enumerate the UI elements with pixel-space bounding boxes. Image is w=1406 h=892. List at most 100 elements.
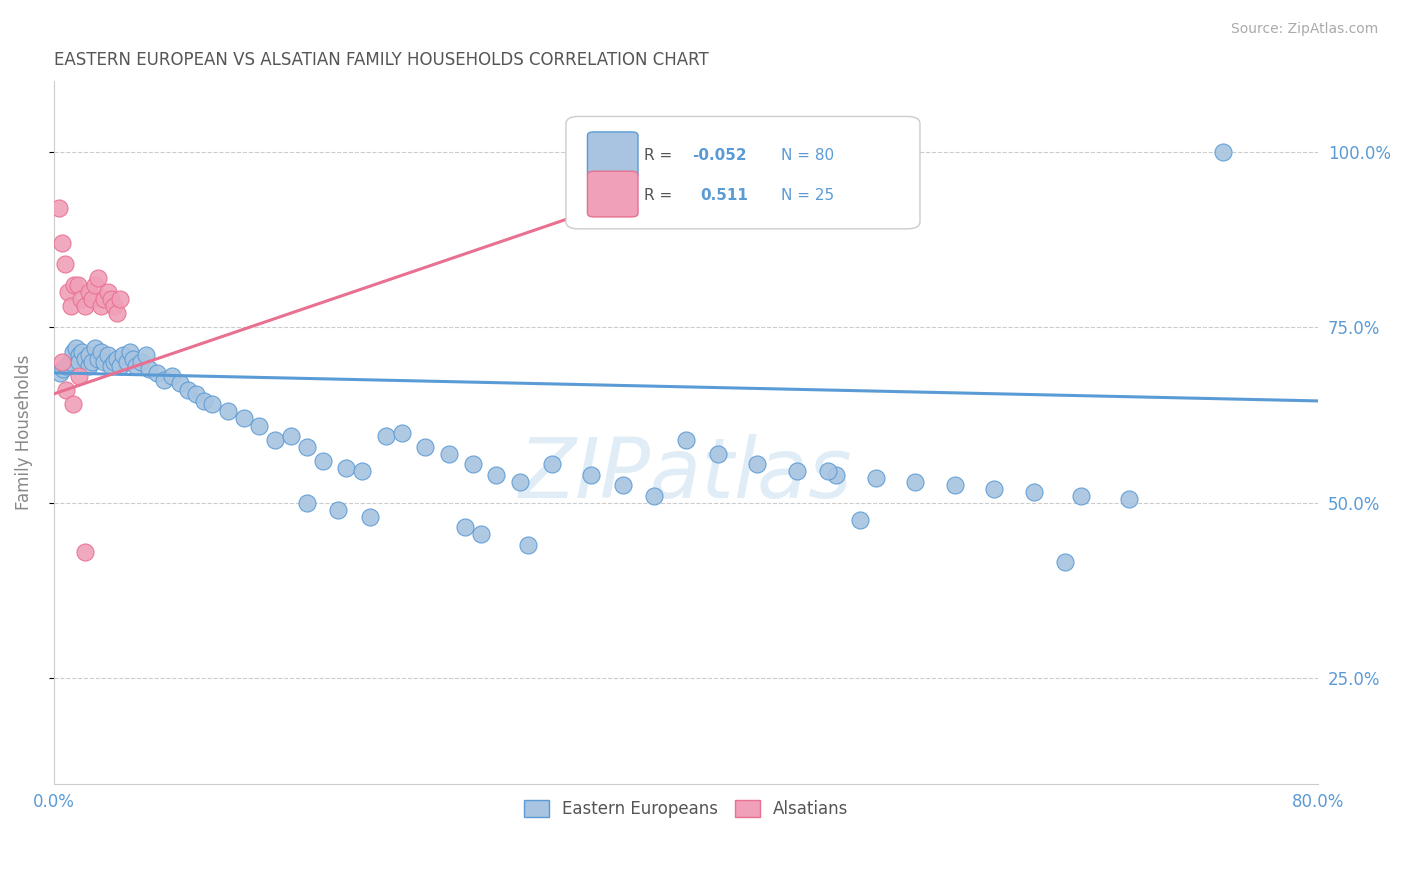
Point: [80, 292, 103, 306]
Point: [184, 387, 207, 401]
Point: [56, 285, 79, 299]
Point: [77, 359, 100, 373]
Point: [138, 362, 160, 376]
FancyBboxPatch shape: [588, 132, 638, 178]
Point: [865, 471, 887, 485]
Point: [105, 351, 128, 366]
Point: [217, 404, 239, 418]
Point: [87, 351, 110, 366]
Point: [470, 527, 492, 541]
Point: [93, 355, 115, 369]
Point: [675, 433, 697, 447]
Point: [612, 478, 634, 492]
Point: [100, 359, 122, 373]
Point: [904, 475, 927, 489]
Point: [77, 285, 100, 299]
Point: [69, 292, 91, 306]
Point: [72, 344, 94, 359]
Point: [509, 475, 531, 489]
Point: [60, 299, 83, 313]
Point: [643, 489, 665, 503]
Point: [87, 271, 110, 285]
Point: [118, 344, 141, 359]
Point: [110, 292, 132, 306]
Point: [335, 460, 357, 475]
Point: [49, 366, 72, 380]
Point: [153, 373, 176, 387]
Point: [485, 467, 508, 482]
Point: [59, 355, 82, 369]
Point: [100, 292, 122, 306]
Point: [437, 447, 460, 461]
Point: [75, 351, 97, 366]
Point: [55, 359, 77, 373]
Point: [374, 429, 396, 443]
Text: ZIPatlas: ZIPatlas: [519, 434, 853, 516]
Point: [517, 538, 540, 552]
Point: [48, 201, 70, 215]
Point: [84, 341, 107, 355]
Point: [134, 348, 156, 362]
Point: [51, 355, 73, 369]
Point: [350, 464, 373, 478]
Point: [817, 464, 839, 478]
Point: [97, 285, 120, 299]
Point: [983, 482, 1005, 496]
Point: [53, 257, 76, 271]
Point: [125, 359, 148, 373]
Text: EASTERN EUROPEAN VS ALSATIAN FAMILY HOUSEHOLDS CORRELATION CHART: EASTERN EUROPEAN VS ALSATIAN FAMILY HOUS…: [53, 51, 709, 69]
Point: [461, 457, 484, 471]
Point: [1054, 556, 1077, 570]
Point: [62, 344, 84, 359]
Text: 0.511: 0.511: [700, 187, 748, 202]
Point: [67, 355, 90, 369]
Point: [177, 384, 200, 398]
Point: [97, 348, 120, 362]
Point: [115, 355, 138, 369]
Point: [67, 369, 90, 384]
Point: [112, 348, 135, 362]
Point: [103, 355, 125, 369]
Point: [55, 384, 77, 398]
Point: [391, 425, 413, 440]
Legend: Eastern Europeans, Alsatians: Eastern Europeans, Alsatians: [517, 793, 855, 824]
Point: [540, 457, 562, 471]
Point: [201, 397, 224, 411]
Text: R =: R =: [644, 187, 678, 202]
Point: [129, 355, 152, 369]
Point: [105, 306, 128, 320]
Text: N = 80: N = 80: [780, 147, 834, 162]
Point: [51, 235, 73, 250]
FancyBboxPatch shape: [567, 117, 920, 229]
Point: [706, 447, 728, 461]
Point: [1070, 489, 1092, 503]
Point: [280, 429, 302, 443]
Point: [747, 457, 769, 471]
Y-axis label: Family Households: Family Households: [15, 355, 32, 510]
Point: [65, 341, 87, 355]
Point: [1022, 485, 1045, 500]
Point: [75, 299, 97, 313]
Point: [579, 467, 602, 482]
Point: [247, 418, 270, 433]
Text: -0.052: -0.052: [692, 147, 747, 162]
Point: [90, 299, 112, 313]
Point: [786, 464, 808, 478]
Point: [67, 348, 90, 362]
Point: [84, 278, 107, 293]
Point: [825, 467, 848, 482]
Point: [110, 359, 132, 373]
Point: [169, 376, 191, 391]
Point: [103, 299, 125, 313]
Point: [943, 478, 966, 492]
Point: [93, 292, 115, 306]
Point: [328, 503, 350, 517]
Point: [359, 509, 381, 524]
Point: [77, 348, 100, 362]
Point: [52, 362, 75, 376]
Point: [849, 513, 872, 527]
Text: Source: ZipAtlas.com: Source: ZipAtlas.com: [1230, 22, 1378, 37]
Text: N = 25: N = 25: [780, 187, 834, 202]
Point: [62, 397, 84, 411]
Point: [162, 369, 184, 384]
